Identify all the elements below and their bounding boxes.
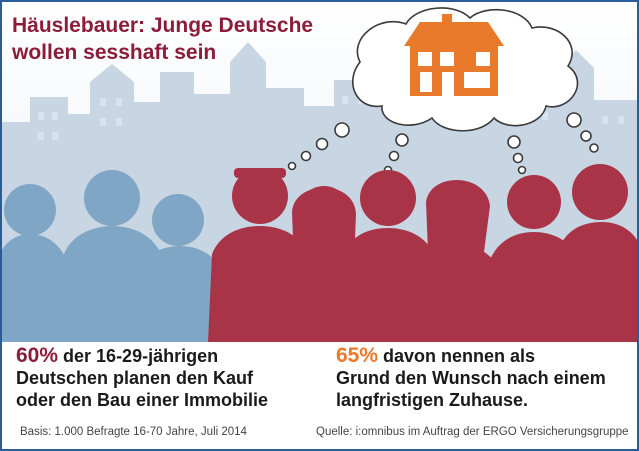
headline: Häuslebauer: Junge Deutsche wollen sessh…: [12, 12, 342, 66]
footnote-source: Quelle: i:omnibus im Auftrag der ERGO Ve…: [316, 426, 629, 438]
house-icon: [404, 14, 504, 96]
stat-left-line-2: Deutschen planen den Kauf: [16, 368, 254, 388]
illustration: [2, 2, 637, 342]
footnote-basis: Basis: 1.000 Befragte 16-70 Jahre, Juli …: [20, 426, 247, 438]
stat-left-percent: 60%: [16, 344, 59, 367]
stat-right-line-2: Grund den Wunsch nach einem: [336, 368, 606, 388]
stat-left-line-3: oder den Bau einer Immobilie: [16, 390, 269, 410]
stat-block-right: 65% davon nennen als Grund den Wunsch na…: [336, 345, 632, 411]
stat-left-line-1: der 16-29-jährigen: [58, 346, 219, 366]
headline-line-2: wollen sesshaft sein: [12, 41, 217, 64]
stat-right-percent: 65%: [336, 344, 379, 367]
stat-right-line-1: davon nennen als: [378, 346, 536, 366]
people-red: [208, 164, 637, 342]
people-blue: [2, 170, 228, 342]
headline-line-1: Häuslebauer: Junge Deutsche: [12, 14, 314, 37]
stat-block-left: 60% der 16-29-jährigen Deutschen planen …: [16, 345, 316, 411]
stat-right-line-3: langfristigen Zuhause.: [336, 390, 529, 410]
